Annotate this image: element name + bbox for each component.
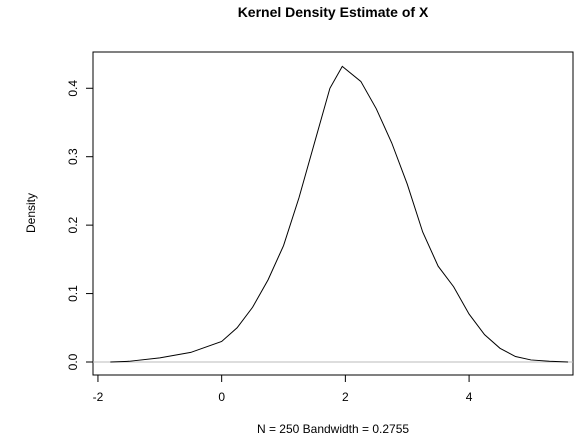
chart-title: Kernel Density Estimate of X bbox=[238, 4, 429, 20]
plot-frame bbox=[92, 51, 574, 376]
x-tick-label: 4 bbox=[466, 390, 473, 404]
y-tick-label: 0.4 bbox=[66, 80, 80, 97]
x-tick-label: -2 bbox=[93, 390, 104, 404]
x-tick-label: 2 bbox=[342, 390, 349, 404]
density-line bbox=[110, 65, 569, 363]
y-tick-label: 0.2 bbox=[66, 216, 80, 233]
y-axis-label: Density bbox=[24, 193, 38, 233]
x-axis-label: N = 250 Bandwidth = 0.2755 bbox=[257, 422, 409, 436]
x-tick-label: 0 bbox=[218, 390, 225, 404]
y-tick-label: 0.0 bbox=[66, 353, 80, 370]
y-tick-label: 0.1 bbox=[66, 285, 80, 302]
y-tick-label: 0.3 bbox=[66, 148, 80, 165]
